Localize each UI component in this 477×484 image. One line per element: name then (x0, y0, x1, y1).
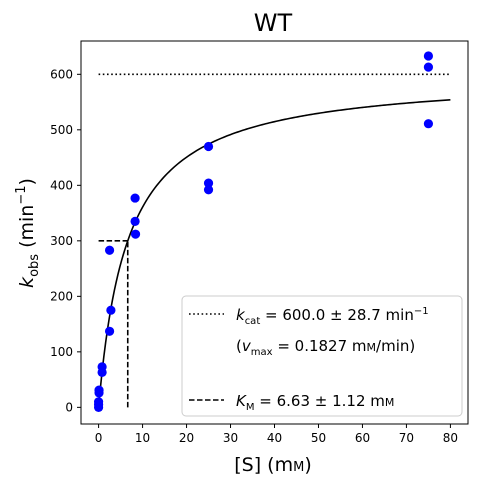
x-tick-label: 30 (223, 431, 238, 445)
data-point (93, 397, 104, 407)
legend-kcat-sym: k (236, 306, 246, 324)
y-tick-label: 600 (50, 67, 73, 81)
y-tick-label: 500 (50, 123, 73, 137)
plot-area (93, 51, 451, 412)
data-point (423, 62, 434, 72)
legend: kcat = 600.0 ± 28.7 min−1 (vmax = 0.1827… (181, 295, 463, 417)
x-axis-label-close: ) (304, 454, 311, 476)
y-tick-label: 200 (50, 289, 73, 303)
legend-box (181, 295, 463, 417)
x-axis-label-unit: M (293, 460, 304, 475)
legend-vmax-sym: v (242, 337, 252, 355)
data-point (203, 141, 214, 152)
data-point (203, 178, 214, 188)
data-point (104, 326, 115, 336)
y-tick-label: 0 (65, 400, 73, 414)
data-point (130, 193, 140, 203)
x-tick-label: 40 (267, 431, 282, 445)
legend-vmax-sub: max (251, 347, 273, 358)
legend-km-sym: K (236, 392, 247, 410)
legend-vmax-tail: /min) (376, 337, 415, 355)
y-axis-label-rest: (min (16, 205, 38, 254)
x-tick-label: 20 (179, 431, 194, 445)
legend-kcat-text: kcat = 600.0 ± 28.7 min−1 (236, 306, 429, 327)
y-tick-label: 300 (50, 234, 73, 248)
chart-title: WT (254, 9, 293, 37)
x-tick-label: 70 (399, 431, 414, 445)
x-tick-label: 0 (95, 431, 103, 445)
legend-km-sub: M (246, 402, 255, 413)
legend-vmax-value: = 0.1827 m (273, 337, 367, 355)
y-tick-label: 400 (50, 178, 73, 192)
y-axis-label-k: k (16, 276, 38, 288)
data-point (130, 216, 140, 226)
data-point (423, 51, 434, 61)
x-axis-label: [S] (mM) (234, 454, 312, 476)
legend-vmax-open: ( (236, 337, 242, 355)
y-axis-label-sub: obs (27, 254, 42, 277)
data-point (94, 385, 104, 395)
legend-kcat-sub: cat (245, 316, 261, 327)
x-tick-label: 50 (311, 431, 326, 445)
y-tick-label: 100 (50, 345, 73, 359)
data-point (203, 185, 214, 195)
data-point (130, 229, 141, 239)
y-axis-label-sup: −1 (14, 185, 29, 204)
x-axis-ticks: 0 10 20 30 40 50 60 70 80 (95, 424, 458, 445)
legend-kcat-value: = 600.0 ± 28.7 min (260, 306, 414, 324)
michaelis-menten-fit-curve (97, 98, 451, 408)
data-point (104, 245, 115, 255)
x-tick-label: 80 (443, 431, 458, 445)
y-axis-ticks: 0 100 200 300 400 500 600 (50, 67, 81, 414)
x-axis-label-main: [S] (m (234, 454, 293, 476)
x-tick-label: 60 (355, 431, 370, 445)
legend-km-text: KM = 6.63 ± 1.12 mM (236, 392, 394, 413)
legend-vmax-text: (vmax = 0.1827 mM/min) (236, 337, 415, 358)
data-point (423, 119, 434, 129)
y-axis-label: kobs (min−1) (14, 178, 42, 288)
legend-vmax-unit: M (367, 341, 377, 354)
data-point (97, 362, 107, 372)
legend-km-value: = 6.63 ± 1.12 m (254, 392, 384, 410)
data-point (106, 305, 116, 315)
y-axis-label-close: ) (16, 178, 38, 185)
x-tick-label: 10 (135, 431, 150, 445)
legend-kcat-sup: −1 (414, 306, 429, 317)
legend-km-unit: M (385, 396, 395, 409)
